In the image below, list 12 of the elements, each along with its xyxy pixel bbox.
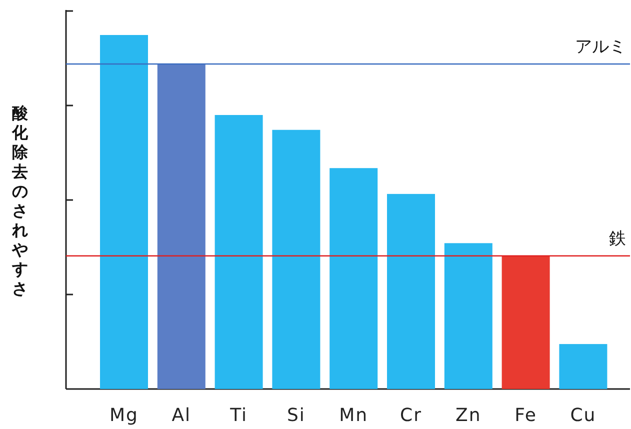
x-tick-label: Ti (229, 405, 248, 426)
x-tick-label: Fe (514, 405, 538, 426)
ref-line-label: アルミ (575, 37, 626, 58)
x-tick-label: Cr (400, 405, 422, 426)
x-tick-label: Zn (456, 405, 482, 426)
ref-line-label: 鉄 (609, 228, 626, 249)
x-tick-label: Mn (339, 405, 368, 426)
x-tick-label: Mg (110, 405, 138, 426)
y-axis-title: 酸化除去のされやすさ (12, 103, 28, 298)
x-tick-label: Si (286, 405, 306, 426)
x-tick-label: Cu (570, 405, 596, 426)
x-tick-label: Al (172, 405, 192, 426)
